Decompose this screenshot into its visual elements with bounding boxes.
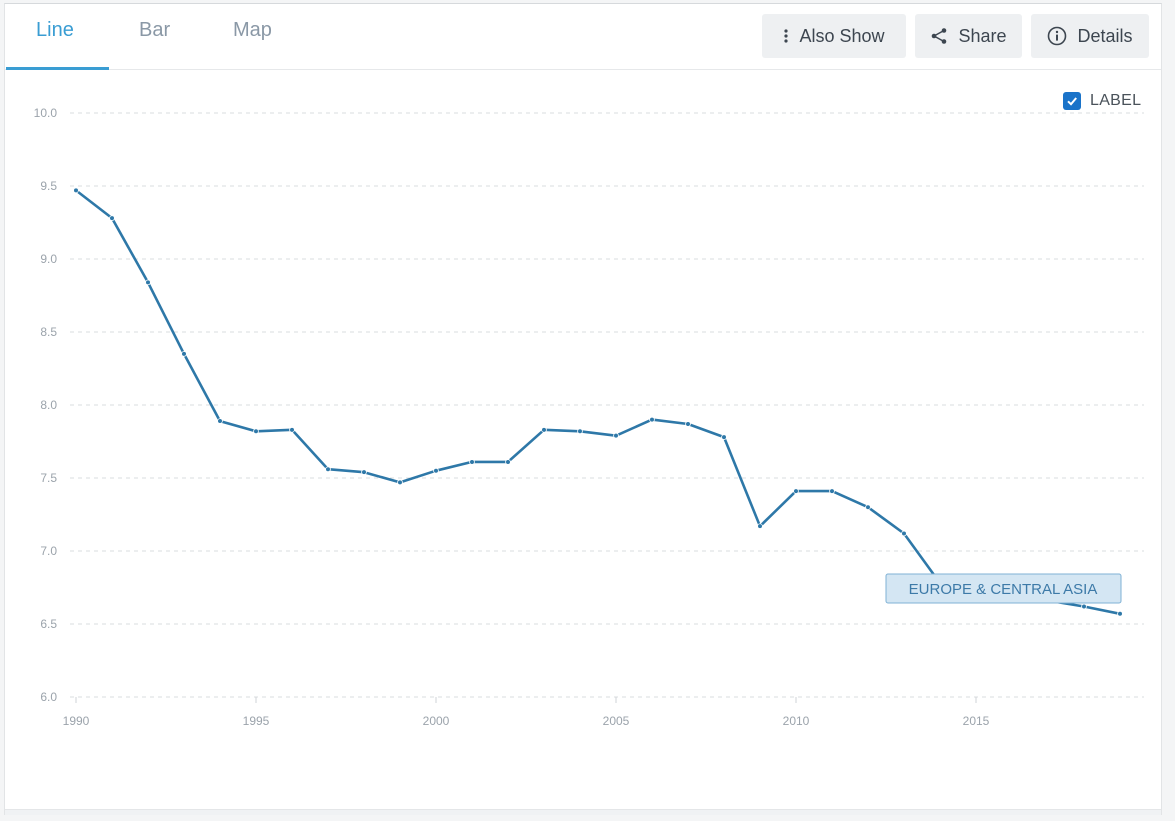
data-point xyxy=(397,479,403,486)
share-label: Share xyxy=(958,25,1007,46)
tab-bar[interactable]: Bar xyxy=(139,19,171,41)
x-tick-label: 2010 xyxy=(783,714,810,728)
data-point xyxy=(469,459,475,465)
y-tick-label: 10.0 xyxy=(34,106,58,120)
label-toggle-text: LABEL xyxy=(1090,92,1142,109)
info-icon xyxy=(1047,26,1067,46)
x-tick-label: 2000 xyxy=(423,714,450,728)
share-button[interactable]: Share xyxy=(915,14,1022,58)
y-tick-label: 6.0 xyxy=(40,690,57,704)
data-point xyxy=(433,467,439,474)
data-point xyxy=(181,351,187,357)
details-label: Details xyxy=(1077,25,1133,46)
details-button[interactable]: Details xyxy=(1031,14,1149,58)
y-tick-label: 8.0 xyxy=(40,398,57,412)
vertical-dots-icon xyxy=(783,28,789,44)
y-tick-label: 6.5 xyxy=(40,617,57,631)
panel-footer xyxy=(5,809,1161,815)
data-point xyxy=(253,428,259,435)
data-point xyxy=(757,523,763,529)
y-tick-label: 9.5 xyxy=(40,179,57,193)
data-point xyxy=(217,418,223,424)
data-point xyxy=(1117,610,1123,617)
data-point xyxy=(901,530,907,537)
data-point xyxy=(685,421,691,427)
data-point xyxy=(1081,603,1087,610)
data-point xyxy=(793,488,799,494)
chart-toolbar: Line Bar Map Also Show Share xyxy=(5,4,1161,70)
data-point xyxy=(865,504,871,511)
x-tick-label: 1990 xyxy=(63,714,90,728)
series-label: EUROPE & CENTRAL ASIA xyxy=(909,581,1098,598)
y-tick-label: 7.5 xyxy=(40,471,57,485)
x-tick-label: 2005 xyxy=(603,714,630,728)
data-point xyxy=(505,459,511,465)
active-tab-indicator xyxy=(6,67,109,70)
data-point xyxy=(73,187,79,194)
data-point xyxy=(289,427,295,433)
label-toggle[interactable]: LABEL xyxy=(1063,91,1141,111)
y-tick-label: 9.0 xyxy=(40,252,57,266)
data-point xyxy=(325,466,331,473)
data-point xyxy=(109,215,115,221)
label-checkbox[interactable] xyxy=(1063,92,1081,110)
series-label-box xyxy=(885,573,1122,604)
tab-map[interactable]: Map xyxy=(233,19,272,41)
also-show-label: Also Show xyxy=(799,25,885,46)
also-show-button[interactable]: Also Show xyxy=(762,14,906,58)
x-tick-label: 1995 xyxy=(243,714,270,728)
data-point xyxy=(145,279,151,286)
data-point xyxy=(361,469,367,475)
data-point xyxy=(649,416,655,423)
data-point xyxy=(721,434,727,440)
data-point xyxy=(541,427,547,433)
checkmark-icon xyxy=(1067,97,1077,106)
data-point xyxy=(829,488,835,494)
data-point xyxy=(613,432,619,439)
data-point xyxy=(577,428,583,435)
tab-line[interactable]: Line xyxy=(36,19,74,41)
series-line xyxy=(75,189,1121,616)
y-tick-label: 8.5 xyxy=(40,325,57,339)
chart-panel: Line Bar Map Also Show Share xyxy=(4,3,1162,815)
y-tick-label: 7.0 xyxy=(40,544,57,558)
share-icon xyxy=(930,27,948,45)
x-tick-label: 2015 xyxy=(963,714,990,728)
